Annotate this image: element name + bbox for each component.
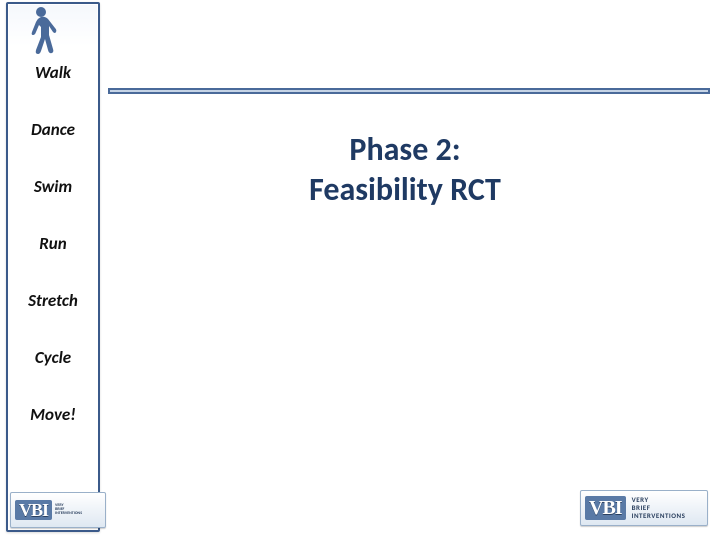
sidebar-item-dance: Dance xyxy=(8,119,98,140)
sidebar-item-cycle: Cycle xyxy=(8,347,98,368)
title-line-1: Phase 2: xyxy=(220,130,590,170)
horizontal-rule-highlight xyxy=(110,90,708,92)
footer-logo-right: VBI VERY BRIEF INTERVENTIONS xyxy=(580,490,708,526)
footer-logo-left: VBI VERY BRIEF INTERVENTIONS xyxy=(10,492,106,528)
sidebar-item-run: Run xyxy=(8,233,98,254)
sidebar-items: Walk Dance Swim Run Stretch Cycle Move! xyxy=(8,62,98,425)
walking-person-icon xyxy=(14,4,64,64)
vbi-brand-text: VERY BRIEF INTERVENTIONS xyxy=(632,496,686,520)
slide-title: Phase 2: Feasibility RCT xyxy=(220,130,590,210)
sidebar-panel: Walk Dance Swim Run Stretch Cycle Move! xyxy=(6,2,100,532)
sidebar-item-move: Move! xyxy=(8,404,98,425)
title-line-2: Feasibility RCT xyxy=(220,170,590,210)
sidebar-item-swim: Swim xyxy=(8,176,98,197)
vbi-logo-mark: VBI xyxy=(585,496,626,520)
slide: Walk Dance Swim Run Stretch Cycle Move! … xyxy=(0,0,720,540)
vbi-logo-mark: VBI xyxy=(15,500,52,520)
vbi-mini-text: VERY BRIEF INTERVENTIONS xyxy=(55,504,82,516)
sidebar-item-walk: Walk xyxy=(8,62,98,83)
sidebar-item-stretch: Stretch xyxy=(8,290,98,311)
